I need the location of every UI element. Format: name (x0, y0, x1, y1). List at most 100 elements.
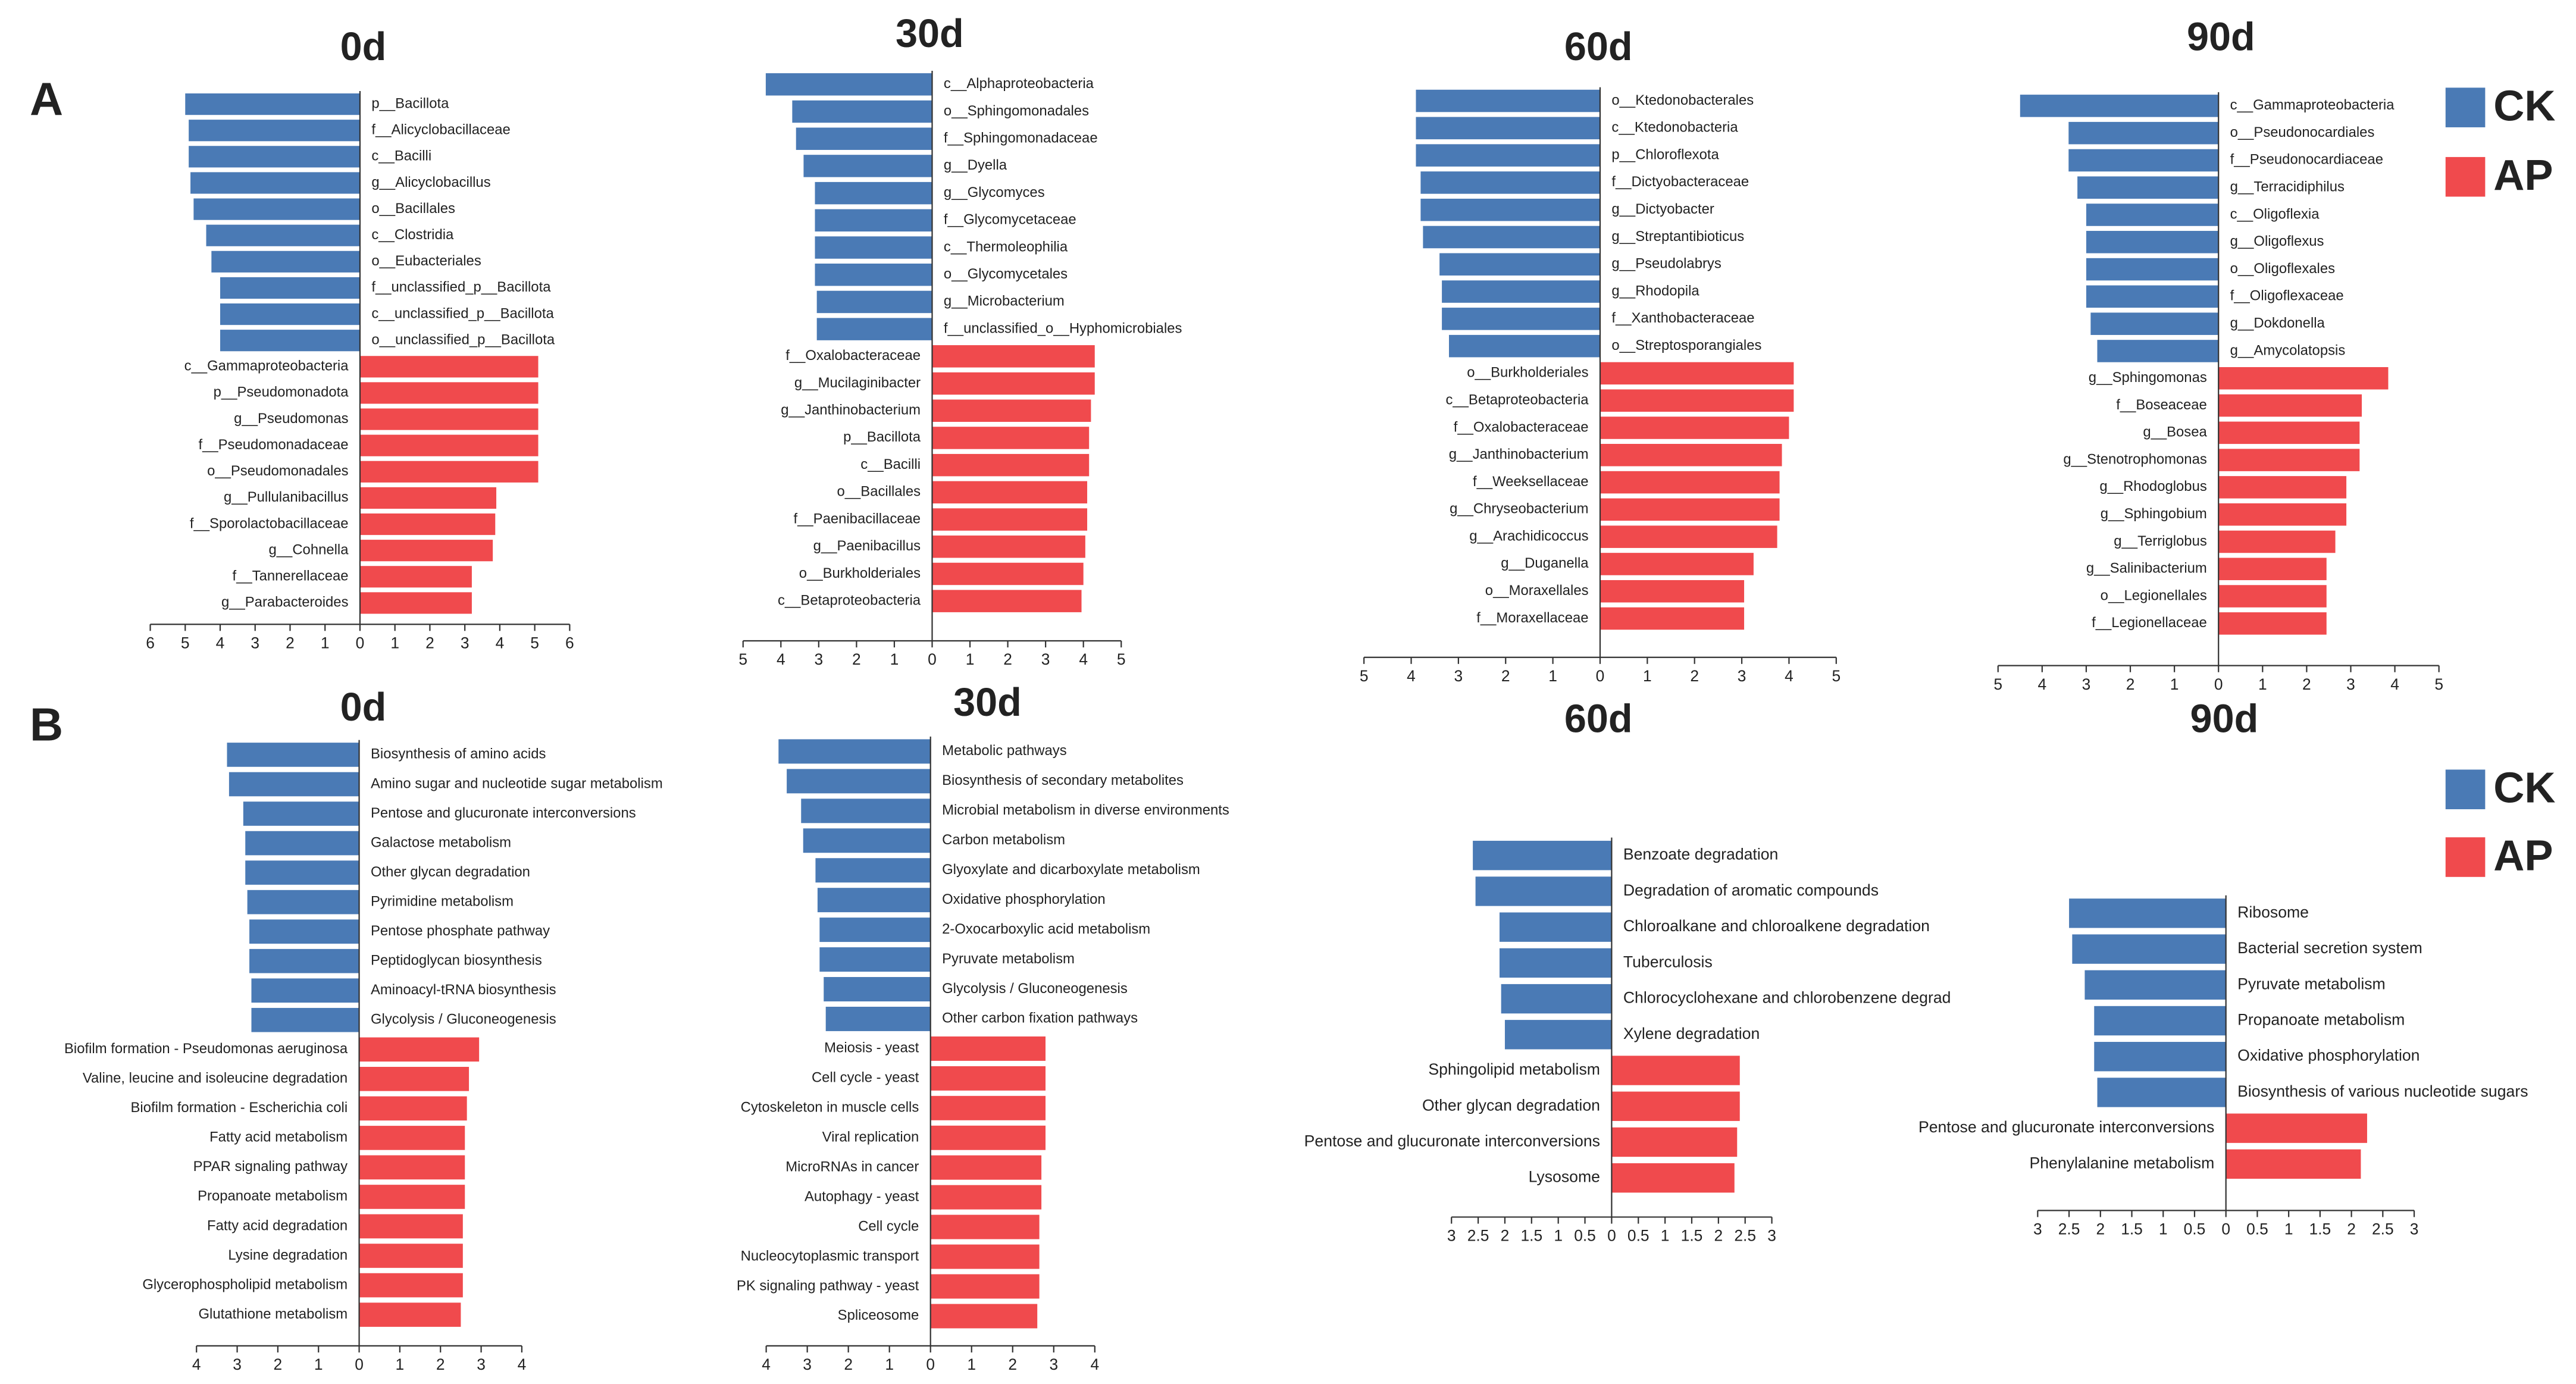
category-label: g__Microbacterium (944, 293, 1065, 309)
category-label: g__Dictyobacter (1611, 201, 1714, 217)
x-tick-label: 0 (356, 634, 365, 652)
category-label: c__Thermoleophilia (944, 239, 1068, 255)
panel-label: A (30, 74, 63, 125)
bar (359, 1096, 467, 1121)
bar (2068, 121, 2219, 145)
x-tick-label: 1 (390, 634, 399, 652)
bar (2218, 558, 2327, 581)
category-label: f__unclassified_p__Bacillota (371, 279, 551, 295)
bar (1600, 389, 1794, 412)
category-label: Lysine degradation (228, 1247, 348, 1263)
category-label: c__Alphaproteobacteria (944, 76, 1094, 92)
x-tick-label: 2 (1501, 667, 1510, 685)
x-tick-label: 1 (2170, 675, 2179, 693)
bar (190, 172, 360, 194)
category-label: Pyrimidine metabolism (371, 893, 514, 909)
chart-title: 30d (896, 12, 964, 56)
x-tick-label: 4 (2038, 675, 2047, 693)
bar (359, 461, 539, 483)
x-tick-label: 3 (477, 1355, 486, 1373)
category-label: g__Bosea (2143, 424, 2207, 440)
category-label: Chloroalkane and chloroalkene degradatio… (1623, 917, 1930, 935)
category-label: g__Mucilaginibacter (794, 375, 921, 391)
bar (930, 1185, 1042, 1210)
category-label: Oxidative phosphorylation (2237, 1047, 2420, 1064)
bar (2218, 503, 2347, 526)
category-label: g__Terracidiphilus (2230, 179, 2345, 195)
category-label: Autophagy - yeast (805, 1188, 919, 1204)
legend-label: AP (2493, 832, 2553, 879)
category-label: g__Glycomyces (944, 184, 1045, 201)
category-label: Other glycan degradation (1422, 1096, 1600, 1114)
bar (193, 198, 360, 220)
category-label: f__Moraxellaceae (1476, 610, 1588, 626)
category-label: Benzoate degradation (1623, 846, 1779, 863)
category-label: c__unclassified_p__Bacillota (371, 305, 554, 321)
bar (220, 277, 360, 299)
legend-label: CK (2493, 82, 2555, 130)
x-tick-label: 3 (461, 634, 469, 652)
category-label: g__Streptantibioticus (1611, 228, 1744, 245)
x-tick-label: 2 (2347, 1220, 2356, 1238)
x-tick-label: 0 (928, 650, 937, 668)
category-label: g__Janthinobacterium (781, 402, 921, 418)
bar (359, 408, 539, 430)
x-tick-label: 1 (1643, 667, 1652, 685)
bar (801, 799, 931, 823)
bar (1600, 553, 1754, 575)
bar (816, 290, 932, 314)
category-label: Lysosome (1529, 1168, 1600, 1186)
x-tick-label: 5 (1832, 667, 1841, 685)
bar (803, 828, 931, 853)
x-tick-label: 4 (1785, 667, 1794, 685)
bar (932, 562, 1084, 585)
bar (359, 1302, 461, 1327)
x-tick-label: 2 (2096, 1220, 2105, 1238)
bar (1600, 444, 1782, 466)
x-tick-label: 0.5 (1574, 1227, 1596, 1245)
x-tick-label: 4 (2390, 675, 2399, 693)
category-label: Galactose metabolism (371, 834, 511, 850)
category-label: o__Pseudonocardiales (2230, 124, 2375, 140)
x-tick-label: 2 (286, 634, 295, 652)
bar (815, 209, 932, 232)
category-label: o__Glycomycetales (944, 266, 1068, 282)
category-label: f__Weeksellaceae (1473, 474, 1589, 490)
category-label: c__Oligoflexia (2230, 206, 2320, 222)
bar (932, 399, 1091, 422)
bar (815, 236, 932, 259)
category-label: c__Betaproteobacteria (778, 592, 921, 608)
bar (2072, 934, 2226, 964)
category-label: Biofilm formation - Escherichia coli (130, 1100, 348, 1116)
category-label: Glyoxylate and dicarboxylate metabolism (942, 862, 1200, 878)
category-label: c__Bacilli (860, 456, 921, 472)
bar (211, 251, 360, 273)
bar (359, 540, 493, 562)
x-tick-label: 1 (966, 650, 975, 668)
category-label: Pyruvate metabolism (942, 951, 1075, 967)
category-label: Glycerophospholipid metabolism (142, 1276, 348, 1292)
category-label: o__Sphingomonadales (944, 103, 1089, 119)
x-tick-label: 0 (2214, 675, 2223, 693)
x-tick-label: 3 (2346, 675, 2355, 693)
legend-swatch (2445, 837, 2486, 877)
category-label: PPAR signaling pathway (193, 1158, 348, 1175)
x-tick-label: 4 (1090, 1355, 1099, 1373)
x-tick-label: 1 (885, 1355, 894, 1373)
category-label: o__Burkholderiales (1467, 365, 1588, 381)
category-label: Cytoskeleton in muscle cells (741, 1100, 919, 1116)
category-label: Biosynthesis of secondary metabolites (942, 772, 1184, 788)
category-label: c__Gammaproteobacteria (2230, 97, 2395, 113)
bar (2094, 1006, 2226, 1036)
bar (930, 1244, 1040, 1269)
bar (249, 948, 359, 973)
bar (2077, 176, 2219, 199)
x-tick-label: 1.5 (1520, 1227, 1542, 1245)
x-tick-label: 0 (2221, 1220, 2230, 1238)
x-tick-label: 1 (1554, 1227, 1563, 1245)
category-label: o__Legionellales (2101, 587, 2207, 603)
category-label: g__Pseudomonas (234, 411, 348, 427)
category-label: o__Eubacteriales (371, 253, 481, 269)
x-tick-label: 0 (1607, 1227, 1616, 1245)
x-tick-label: 3 (2033, 1220, 2042, 1238)
